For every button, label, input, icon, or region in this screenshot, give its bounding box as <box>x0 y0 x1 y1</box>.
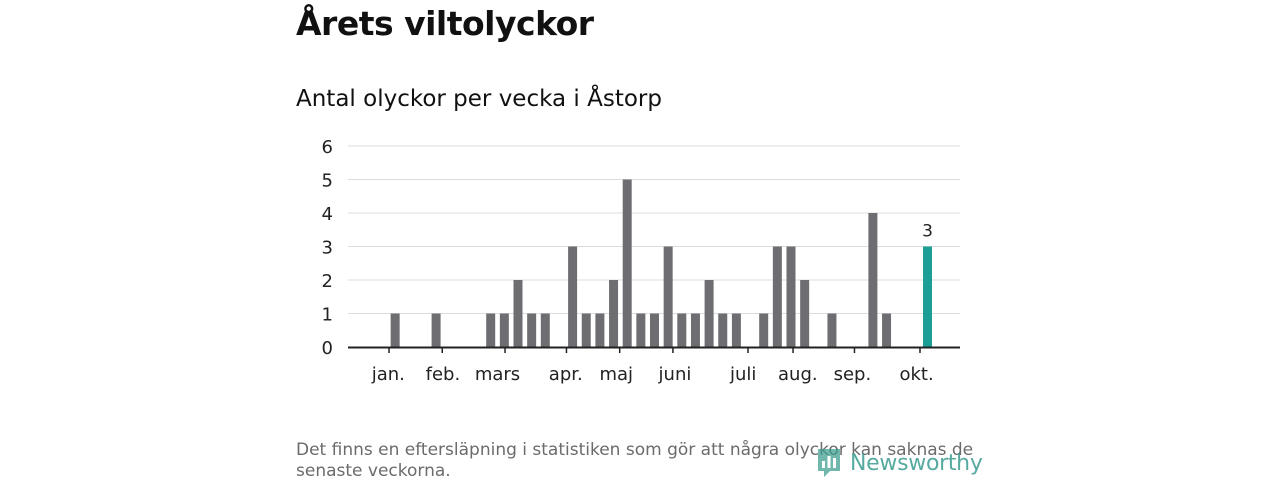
y-tick-label: 1 <box>322 305 333 326</box>
y-tick-label: 5 <box>322 171 333 192</box>
bar <box>690 313 700 347</box>
footnote: Det finns en eftersläpning i statistiken… <box>296 440 974 481</box>
bar <box>677 313 687 347</box>
x-tick-label: okt. <box>899 364 933 385</box>
bar <box>718 313 728 347</box>
y-tick-label: 0 <box>322 338 333 359</box>
bar <box>540 313 550 347</box>
newsworthy-logo[interactable]: Newsworthy <box>816 446 983 480</box>
bar <box>759 313 769 347</box>
bar <box>650 313 659 347</box>
bar <box>868 213 878 347</box>
bar <box>568 246 578 347</box>
x-tick-label: jan. <box>371 364 405 385</box>
y-tick-label: 6 <box>322 137 333 158</box>
bar <box>731 313 741 347</box>
x-tick-label: aug. <box>778 364 818 385</box>
y-tick-label: 3 <box>322 238 333 259</box>
bar <box>609 280 619 347</box>
bar <box>595 313 605 347</box>
bar <box>431 313 441 347</box>
x-tick-label: sep. <box>834 364 872 385</box>
bar-current-week <box>923 246 932 347</box>
page-title: Årets viltolyckor <box>296 4 594 43</box>
bar <box>622 179 632 347</box>
x-tick-label: juni <box>658 364 692 385</box>
x-axis: jan. feb. mars apr. maj juni juli aug. sep. okt. <box>348 346 960 385</box>
bar <box>486 313 496 347</box>
chart-title: Antal olyckor per vecka i Åstorp <box>296 86 662 112</box>
gridlines <box>348 145 960 314</box>
bar-chart: 0 1 2 3 4 5 6 jan. feb. mars apr. maj juni juli aug. s… <box>322 137 960 385</box>
bar <box>827 313 837 347</box>
bars <box>390 179 932 347</box>
bar <box>786 246 796 347</box>
y-axis-tick-labels: 0 1 2 3 4 5 6 <box>322 137 333 359</box>
data-labels: 3 <box>922 222 933 242</box>
bar <box>636 313 646 347</box>
logo-text: Newsworthy <box>850 450 983 476</box>
bar <box>513 280 523 347</box>
y-tick-label: 2 <box>322 271 333 292</box>
bar <box>663 246 673 347</box>
x-tick-label: feb. <box>426 364 461 385</box>
bar <box>882 313 892 347</box>
bar <box>499 313 509 347</box>
y-tick-label: 4 <box>322 204 333 225</box>
bar <box>581 313 591 347</box>
bar <box>527 313 537 347</box>
x-tick-label: apr. <box>549 364 583 385</box>
data-label: 3 <box>922 222 933 242</box>
x-tick-label: maj <box>599 364 633 385</box>
bar <box>800 280 810 347</box>
bar <box>772 246 782 347</box>
x-tick-label: mars <box>475 364 520 385</box>
x-tick-label: juli <box>729 364 756 385</box>
bar <box>390 313 400 347</box>
newsworthy-logo-icon <box>818 449 840 477</box>
bar <box>704 280 714 347</box>
